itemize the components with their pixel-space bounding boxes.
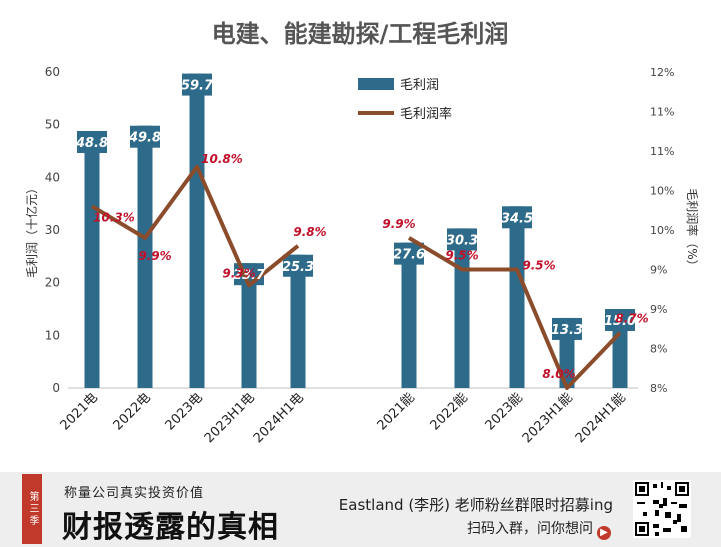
cta-link[interactable]: 扫码入群，问你想问 ▶	[467, 518, 611, 540]
x-tick-label: 2021电	[58, 390, 101, 433]
x-tick-label: 2023H1电	[202, 390, 258, 446]
bar	[509, 206, 525, 388]
y2-tick-label: 11%	[650, 145, 674, 158]
bar	[84, 130, 100, 388]
margin-label: 9.9%	[382, 217, 415, 231]
y-tick-label: 50	[45, 118, 60, 132]
y2-tick-label: 10%	[650, 224, 674, 237]
legend-bar-label: 毛利润	[400, 78, 439, 93]
bar-cap	[77, 130, 107, 153]
margin-label: 9.9%	[138, 249, 171, 263]
bar	[189, 73, 205, 388]
bar-cap	[447, 228, 477, 251]
bar-value-label: 27.6	[393, 248, 425, 263]
x-tick-label: 2024H1能	[573, 390, 629, 446]
y-tick-label: 30	[45, 223, 60, 237]
bar-value-label: 34.5	[501, 211, 533, 226]
bar-value-label: 30.3	[446, 233, 478, 248]
brand-title: 财报透露的真相	[62, 510, 279, 545]
margin-label: 8.0%	[542, 367, 575, 381]
y-tick-label: 40	[45, 170, 60, 184]
y2-axis-label: 毛利润率（%）	[685, 188, 700, 271]
y-tick-label: 20	[45, 276, 60, 290]
x-tick-label: 2024H1电	[251, 390, 307, 446]
x-tick-label: 2022电	[111, 390, 154, 433]
y2-tick-label: 11%	[650, 106, 674, 119]
bar	[241, 263, 257, 388]
margin-label: 8.7%	[615, 312, 648, 326]
promo-text: Eastland (李彤) 老师粉丝群限时招募ing	[338, 496, 613, 514]
x-tick-label: 2023H1能	[520, 390, 576, 446]
cta-text: 扫码入群，问你想问	[467, 521, 593, 537]
bar-cap	[502, 206, 532, 229]
x-tick-label: 2022能	[428, 390, 471, 433]
bar-value-label: 13.3	[551, 323, 583, 338]
x-tick-label: 2021能	[375, 390, 418, 433]
bar-cap	[605, 309, 635, 331]
season-badge: 第三季	[22, 474, 42, 544]
bar-value-label: 48.8	[75, 136, 108, 151]
bar-cap	[283, 254, 313, 277]
legend-line-label: 毛利润率	[400, 106, 452, 122]
bar	[137, 125, 153, 388]
bar-value-label: 25.3	[282, 260, 314, 275]
chart-title: 电建、能建勘探/工程毛利润	[212, 20, 509, 48]
margin-label: 10.3%	[93, 210, 135, 224]
bar-cap	[394, 242, 424, 265]
chart: 电建、能建勘探/工程毛利润 0 10 20 30 40 50 60 8% 8% 9% 9% 10% 10…	[24, 20, 700, 446]
margin-line	[90, 164, 300, 288]
margin-line	[407, 236, 622, 390]
bar	[290, 254, 306, 388]
qr-code[interactable]	[633, 480, 691, 538]
margin-label: 9.3%	[222, 266, 255, 280]
bar-value-label: 49.8	[128, 131, 161, 146]
arrow-right-icon: ▶	[597, 526, 611, 540]
bar-cap	[130, 125, 160, 148]
y2-tick-label: 9%	[650, 264, 667, 277]
y2-tick-label: 8%	[650, 343, 667, 356]
bar-value-label: 15.0	[604, 314, 636, 329]
y-axis-label: 毛利润（十亿元）	[24, 182, 39, 278]
footer-banner: 第三季 称量公司真实投资价值 财报透露的真相 Eastland (李彤) 老师粉…	[0, 472, 721, 547]
margin-label: 10.8%	[201, 152, 243, 166]
margin-label: 9.5%	[445, 249, 478, 263]
x-tick-label: 2023电	[163, 390, 206, 433]
bar-value-label: 59.7	[181, 79, 214, 94]
margin-label: 9.8%	[293, 225, 326, 239]
x-tick-label: 2023能	[483, 390, 526, 433]
y2-tick-label: 9%	[650, 303, 667, 316]
y2-tick-label: 10%	[650, 185, 674, 198]
bar	[401, 242, 417, 388]
bar-value-label: 23.7	[233, 268, 266, 283]
margin-label: 9.5%	[522, 259, 555, 273]
legend-bar-swatch	[358, 78, 394, 90]
brand-subtitle: 称量公司真实投资价值	[64, 486, 205, 501]
bar-cap	[552, 317, 582, 340]
y2-tick-label: 12%	[650, 66, 674, 79]
y-tick-label: 0	[52, 381, 60, 395]
y2-tick-label: 8%	[650, 382, 667, 395]
y-tick-label: 60	[45, 65, 60, 79]
bar-cap	[182, 73, 212, 96]
y-tick-label: 10	[45, 328, 60, 342]
